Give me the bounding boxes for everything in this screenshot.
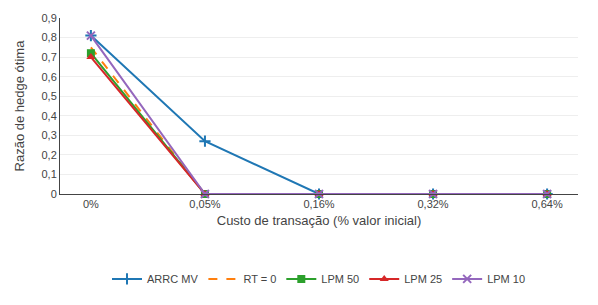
svg-text:0,16%: 0,16%	[303, 198, 334, 210]
svg-text:0,5: 0,5	[42, 90, 57, 102]
svg-text:ARRC MV: ARRC MV	[147, 273, 198, 285]
svg-text:0,6: 0,6	[42, 71, 57, 83]
svg-text:LPM 50: LPM 50	[321, 273, 359, 285]
svg-text:0,2: 0,2	[42, 149, 57, 161]
svg-text:0,9: 0,9	[42, 12, 57, 24]
svg-text:0,8: 0,8	[42, 31, 57, 43]
svg-text:LPM 25: LPM 25	[404, 273, 442, 285]
svg-text:RT = 0: RT = 0	[243, 273, 276, 285]
svg-text:Custo de transação (% valor in: Custo de transação (% valor inicial)	[217, 213, 421, 228]
svg-text:0: 0	[51, 188, 57, 200]
svg-text:0,64%: 0,64%	[531, 198, 562, 210]
svg-text:0%: 0%	[83, 198, 99, 210]
svg-text:LPM 10: LPM 10	[487, 273, 525, 285]
svg-text:0,1: 0,1	[42, 168, 57, 180]
svg-text:0,32%: 0,32%	[417, 198, 448, 210]
svg-text:0,3: 0,3	[42, 129, 57, 141]
svg-text:0,05%: 0,05%	[189, 198, 220, 210]
svg-text:0,4: 0,4	[42, 110, 57, 122]
svg-text:0,7: 0,7	[42, 51, 57, 63]
svg-text:Razão de hedge ótima: Razão de hedge ótima	[12, 40, 27, 172]
